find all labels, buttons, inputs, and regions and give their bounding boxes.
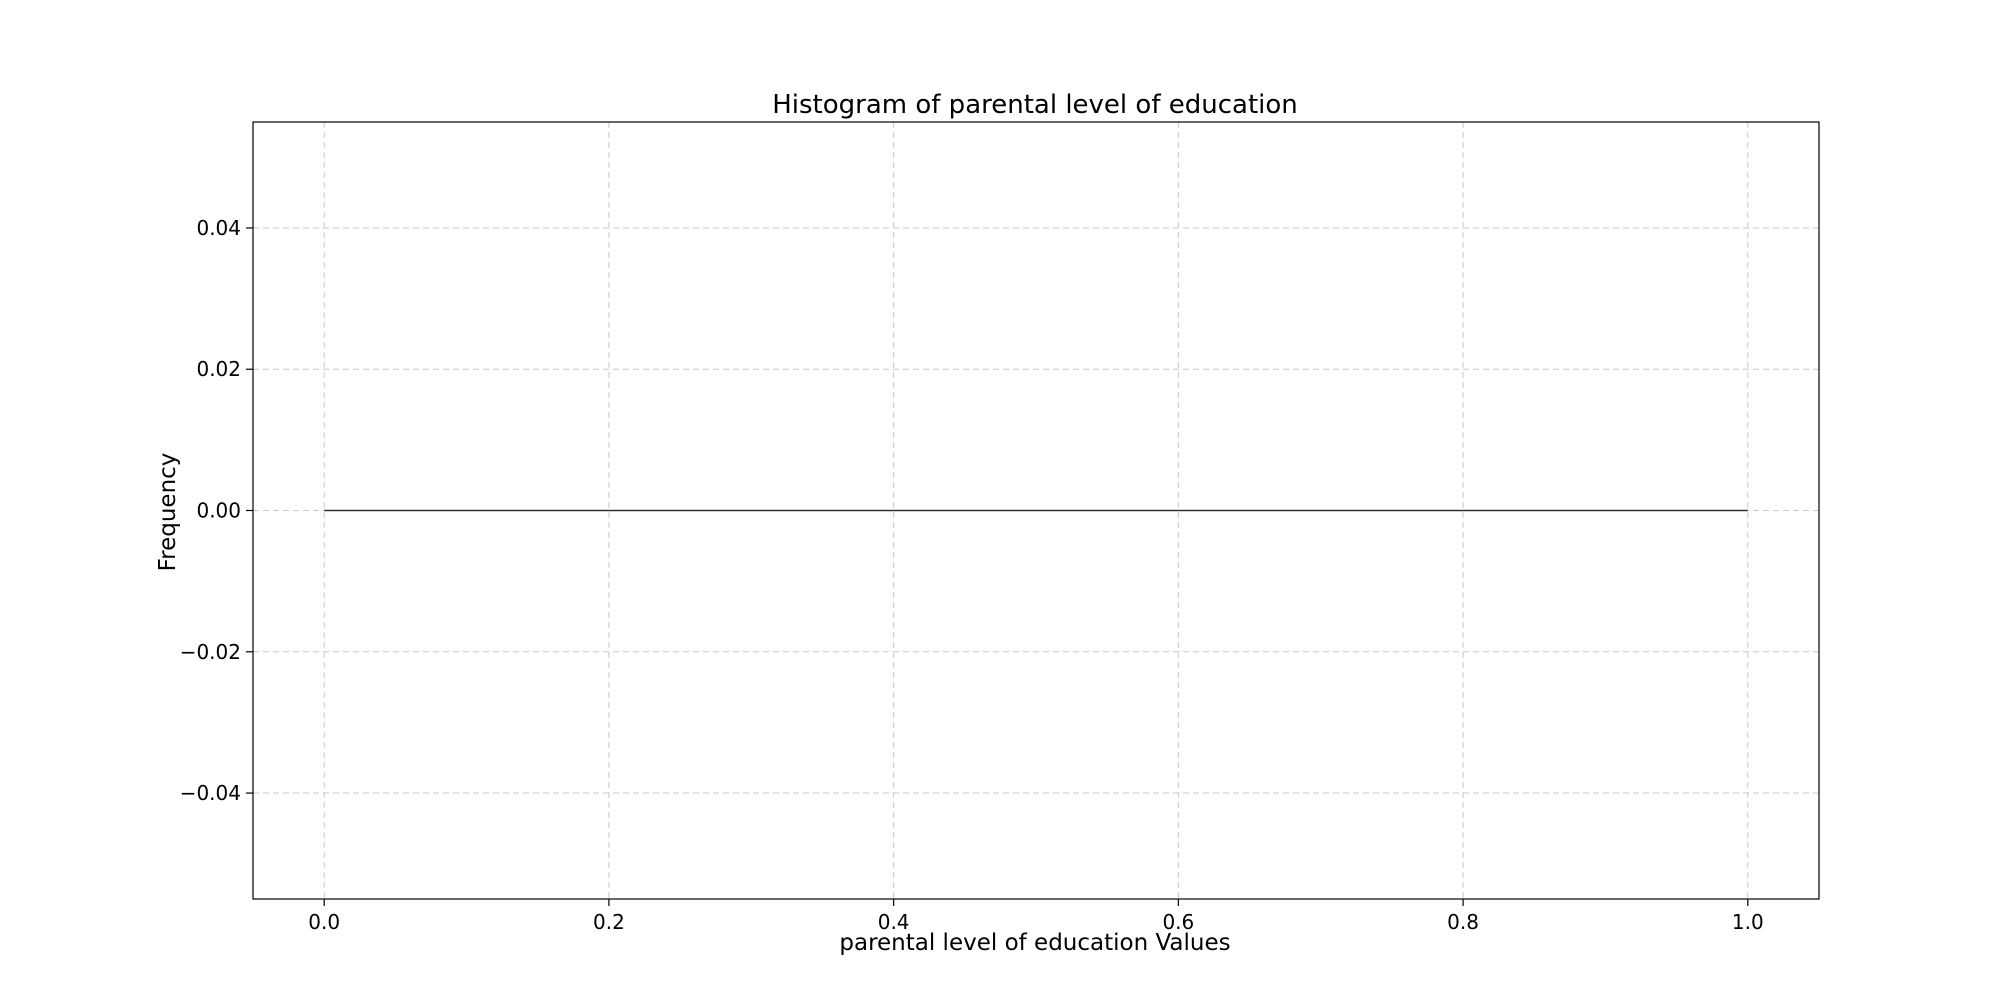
- chart-title: Histogram of parental level of education: [772, 90, 1298, 120]
- y-tick-label: 0.02: [196, 357, 241, 381]
- y-tick-label: 0.04: [196, 216, 241, 240]
- x-tick-label: 0.2: [593, 910, 625, 934]
- x-tick-label: 0.0: [308, 910, 340, 934]
- y-axis-label: Frequency: [155, 453, 181, 572]
- y-axis-ticks: −0.04 −0.02 0.00 0.02 0.04: [180, 216, 253, 805]
- x-axis-label: parental level of education Values: [839, 930, 1230, 956]
- x-tick-label: 0.8: [1447, 910, 1479, 934]
- x-tick-label: 0.6: [1162, 910, 1194, 934]
- y-tick-label: −0.04: [180, 781, 241, 805]
- x-tick-label: 0.4: [878, 910, 910, 934]
- x-tick-label: 1.0: [1732, 910, 1764, 934]
- y-tick-label: 0.00: [196, 499, 241, 523]
- x-axis-ticks: 0.0 0.2 0.4 0.6 0.8 1.0: [308, 899, 1764, 934]
- y-tick-label: −0.02: [180, 640, 241, 664]
